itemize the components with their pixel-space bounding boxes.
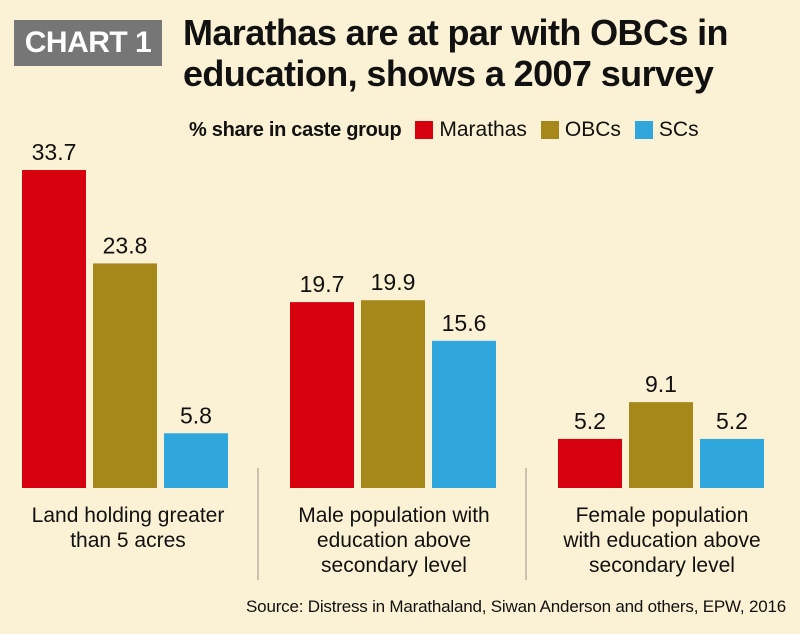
title-line-2: education, shows a 2007 survey [183,53,714,94]
data-label-marathas-2: 19.7 [300,271,345,297]
category-label-line: Female population [575,504,749,527]
bar-obcs-3 [629,402,693,488]
bar-marathas-2 [290,302,354,488]
data-label-scs-2: 15.6 [442,310,487,336]
legend-label: Marathas [439,118,527,141]
legend-swatch [540,121,559,139]
chart-number-tag: CHART 1 [14,20,162,66]
category-label-line: education above [316,529,472,552]
bar-scs-2 [432,340,496,488]
category-label-3: Female population with education above sec… [537,503,787,578]
category-label-2: Male population with education above secon… [269,503,519,578]
category-label-line: than 5 acres [70,529,186,552]
bar-obcs-1 [93,263,157,488]
chart-title: Marathas are at par with OBCs in educati… [183,12,793,94]
data-label-obcs-3: 9.1 [645,371,677,397]
legend-item-obcs: OBCs [540,118,621,142]
category-label-1: Land holding greater than 5 acres [3,503,253,553]
data-label-scs-1: 5.8 [180,402,212,428]
legend-caption: % share in caste group [189,118,402,141]
data-label-obcs-1: 23.8 [103,232,148,258]
legend-swatch [415,121,434,139]
bar-scs-1 [164,433,228,488]
legend-label: SCs [658,118,699,141]
data-label-marathas-3: 5.2 [574,408,606,434]
legend-label: OBCs [564,118,621,141]
category-label-line: secondary level [321,554,467,577]
category-label-line: Male population with [298,504,490,527]
data-label-obcs-2: 19.9 [371,269,416,295]
bar-marathas-1 [22,170,86,488]
bar-obcs-2 [361,300,425,488]
category-label-line: Land holding greater [31,504,225,527]
legend-item-marathas: Marathas [415,118,527,142]
title-line-1: Marathas are at par with OBCs in [183,12,729,53]
legend-item-scs: SCs [634,118,699,142]
data-label-marathas-1: 33.7 [32,139,77,165]
bar-marathas-3 [558,438,622,488]
category-label-line: secondary level [589,554,735,577]
data-label-scs-3: 5.2 [716,408,748,434]
legend-swatch [634,121,653,139]
source-note: Source: Distress in Marathaland, Siwan A… [246,597,786,616]
category-label-line: with education above [563,529,761,552]
legend: % share in caste group Marathas OBCs SCs [189,115,713,145]
bar-scs-3 [700,438,764,488]
